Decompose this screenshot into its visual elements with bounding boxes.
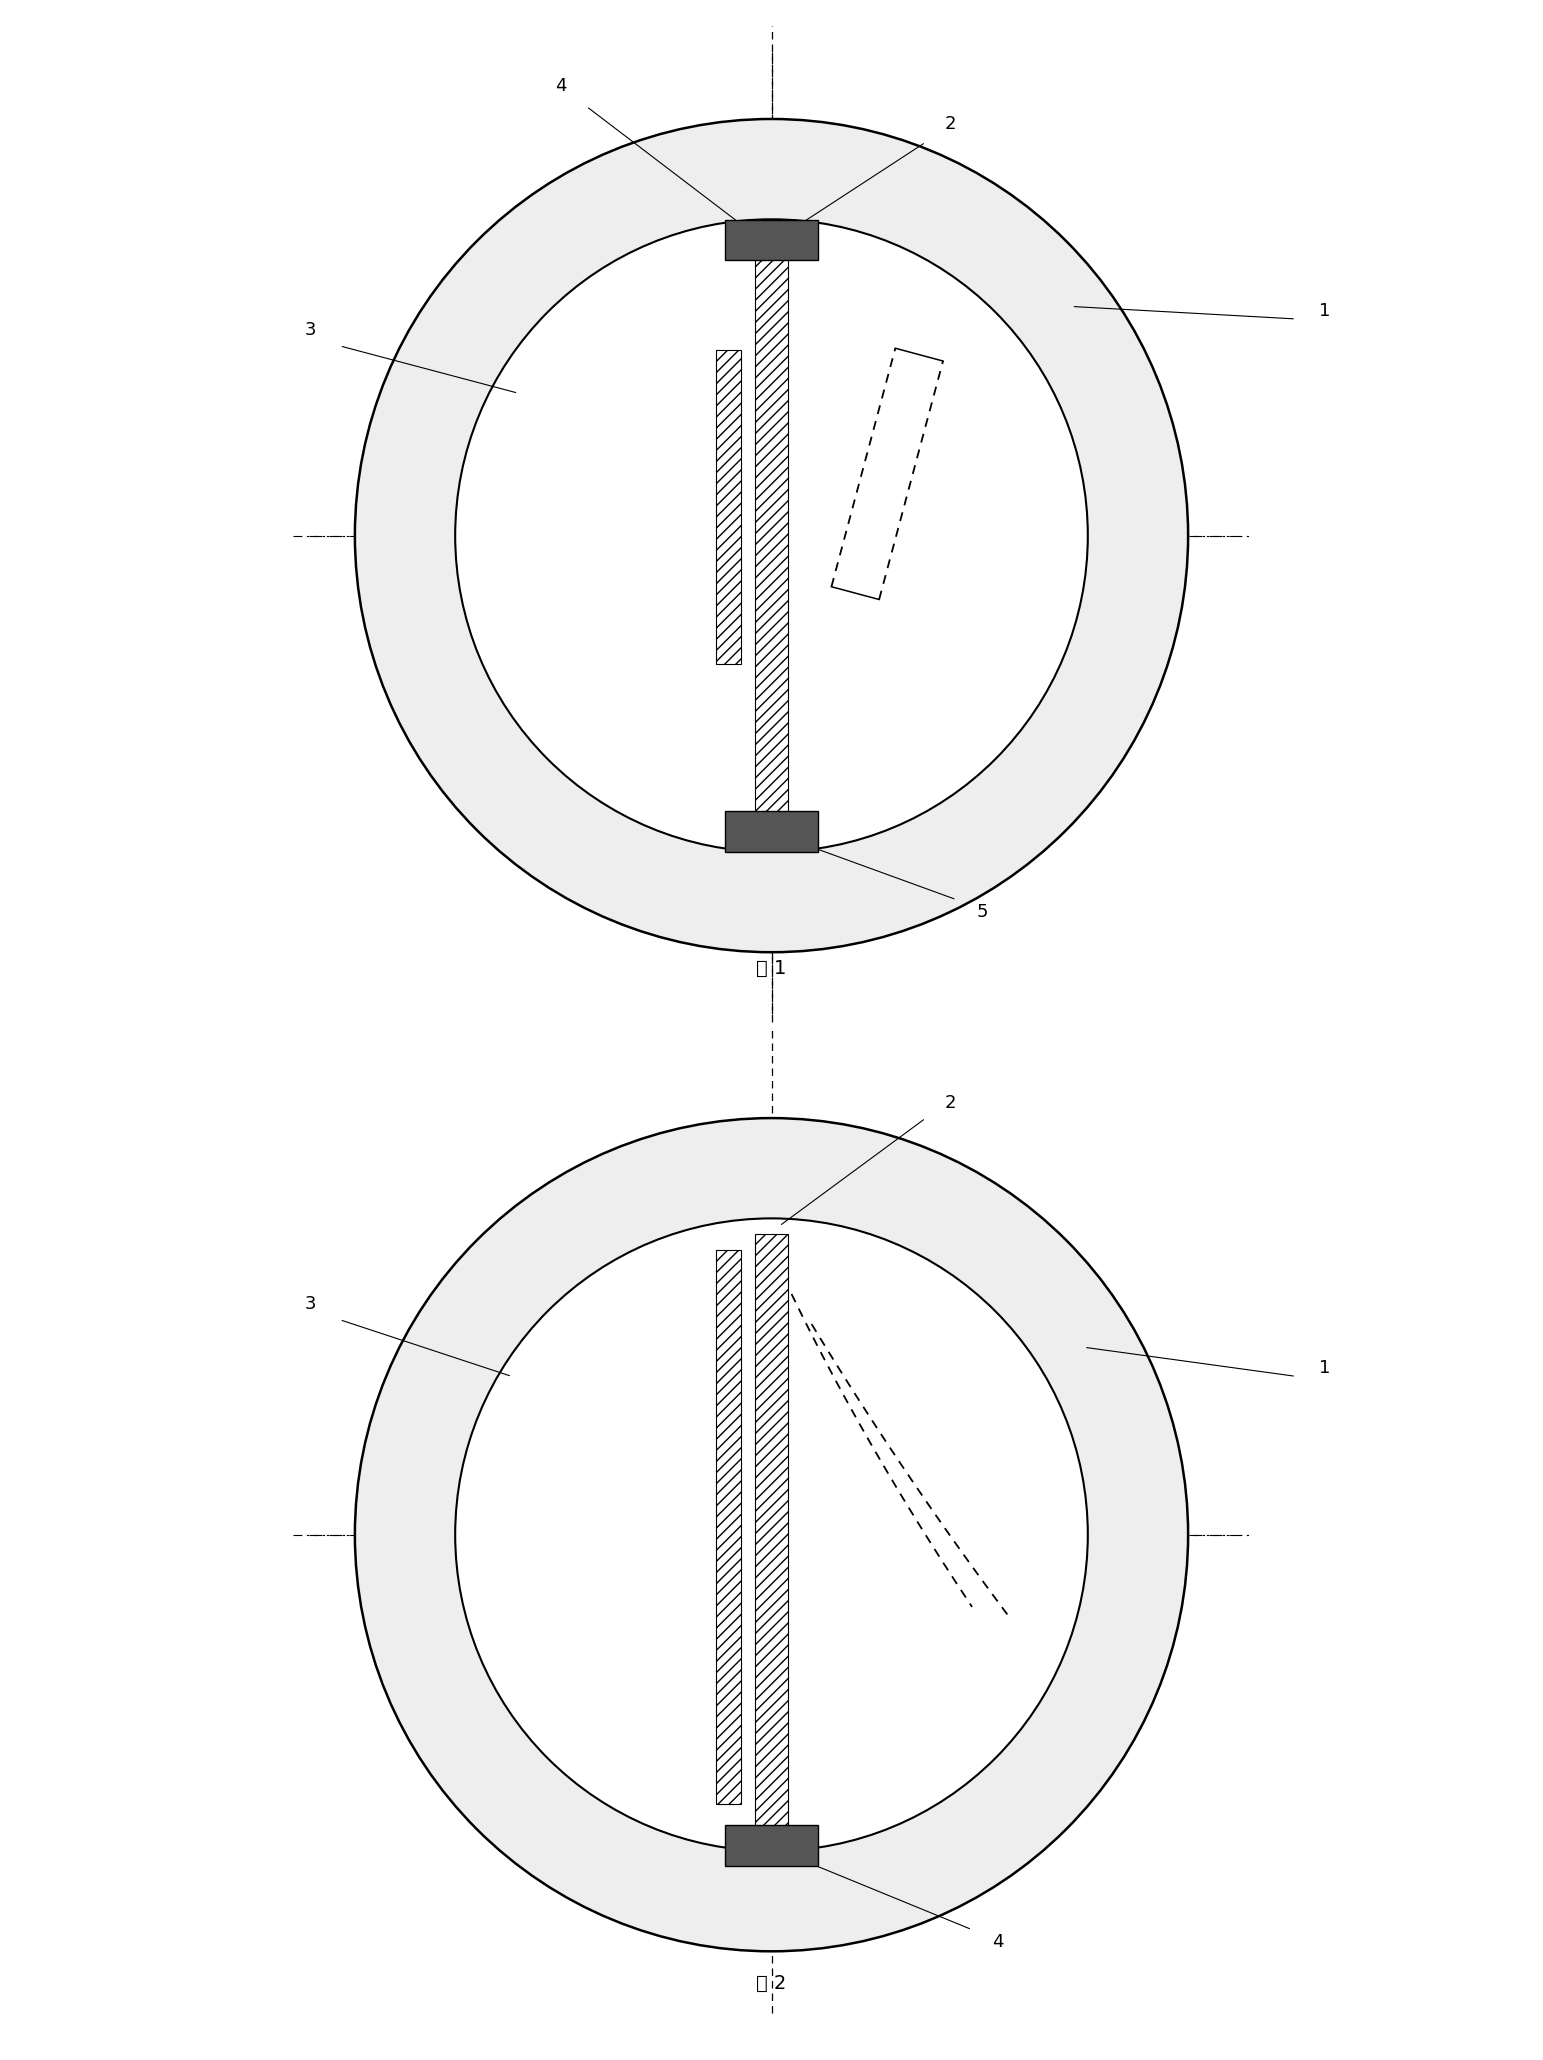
- Bar: [755, 1234, 788, 1835]
- Text: 图 2: 图 2: [756, 1973, 787, 1994]
- Text: 2: 2: [944, 115, 955, 132]
- Circle shape: [455, 218, 1088, 853]
- Text: 3: 3: [306, 1296, 316, 1312]
- Circle shape: [455, 1217, 1088, 1852]
- Text: 1: 1: [1319, 301, 1330, 319]
- Bar: [725, 220, 818, 260]
- Bar: [716, 350, 741, 663]
- Text: 图 1: 图 1: [756, 958, 787, 978]
- Text: 4: 4: [555, 78, 566, 95]
- Bar: [725, 1825, 818, 1866]
- Text: 4: 4: [992, 1932, 1003, 1951]
- Text: 1: 1: [1319, 1360, 1330, 1376]
- Circle shape: [355, 1119, 1188, 1951]
- Bar: [716, 1250, 741, 1805]
- Text: 3: 3: [306, 321, 316, 340]
- Bar: [755, 249, 788, 822]
- Text: 5: 5: [977, 902, 988, 921]
- Text: 2: 2: [944, 1094, 955, 1112]
- Circle shape: [355, 119, 1188, 952]
- Bar: [725, 812, 818, 851]
